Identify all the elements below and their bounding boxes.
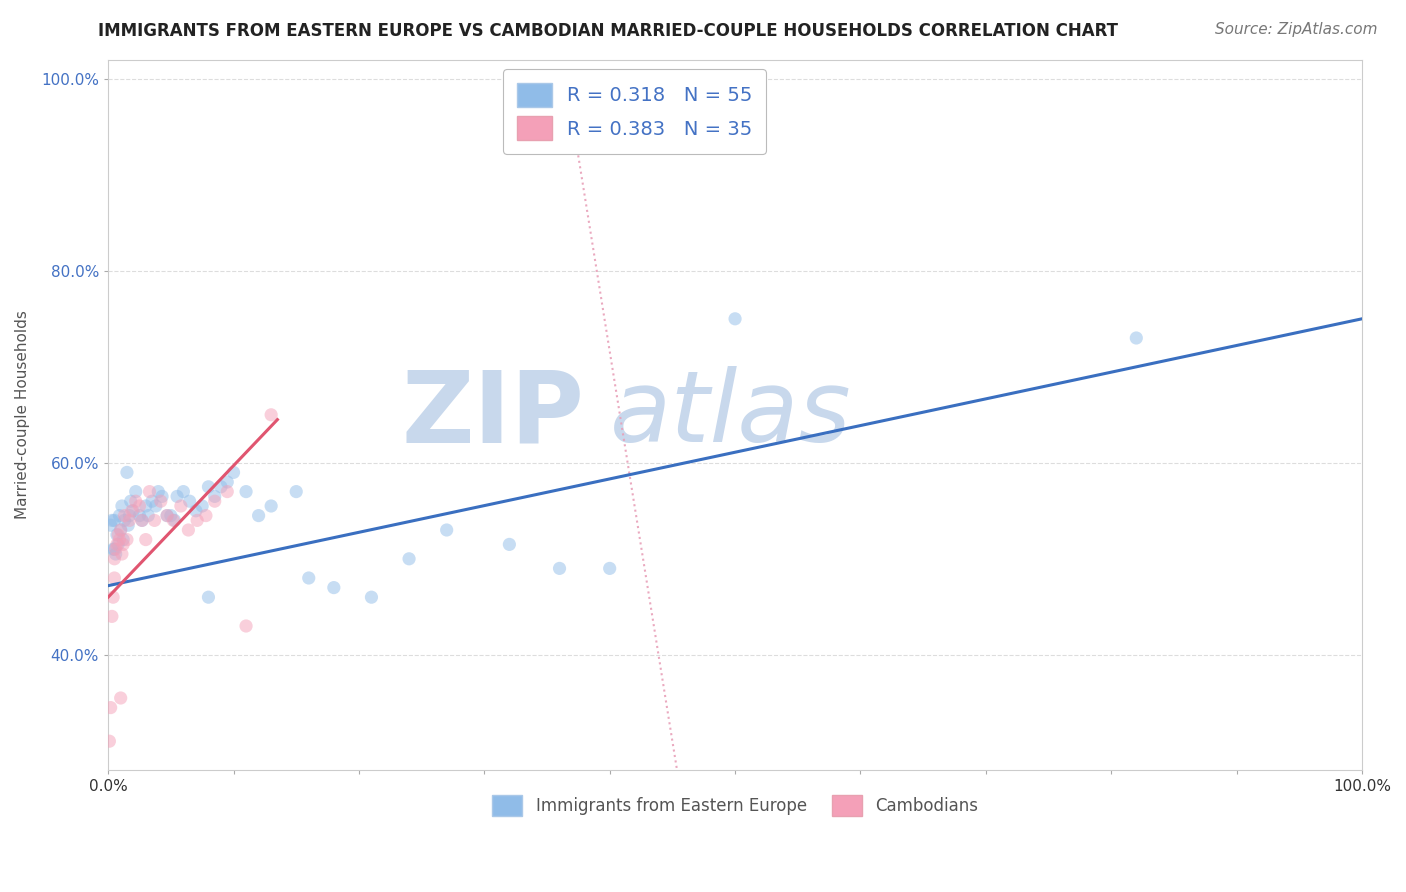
Point [160,508,183,523]
Point [101,513,124,527]
Point [179,494,201,508]
Point [125,494,148,508]
Point [360,591,382,605]
Point [128,508,150,523]
Point [150,490,173,504]
Point [118,513,141,527]
Y-axis label: Married-couple Households: Married-couple Households [15,310,30,519]
Point [247,508,270,523]
Point [166,490,188,504]
Point [110,523,132,537]
Point [101,609,124,624]
Point [285,484,308,499]
Text: atlas: atlas [610,367,851,463]
Point [103,571,125,585]
Point [149,494,172,508]
Point [107,528,129,542]
Point [108,508,131,523]
Point [204,490,226,504]
Point [120,494,142,508]
Point [235,619,257,633]
Point [498,537,520,551]
Point [111,547,134,561]
Point [170,499,193,513]
Point [103,513,125,527]
Point [117,518,139,533]
Point [108,533,131,547]
Point [222,466,245,480]
Point [186,513,208,527]
Point [135,499,157,513]
Point [100,700,122,714]
Point [103,551,125,566]
Point [148,484,170,499]
Point [177,523,200,537]
Point [724,311,747,326]
Point [98,734,121,748]
Point [112,533,135,547]
Point [398,551,420,566]
Point [184,504,207,518]
Point [101,591,124,605]
Point [156,508,179,523]
Point [115,466,138,480]
Point [114,513,136,527]
Point [204,494,226,508]
Point [122,504,145,518]
Text: IMMIGRANTS FROM EASTERN EUROPE VS CAMBODIAN MARRIED-COUPLE HOUSEHOLDS CORRELATIO: IMMIGRANTS FROM EASTERN EUROPE VS CAMBOD… [98,22,1118,40]
Point [172,484,194,499]
Point [322,581,344,595]
Point [105,537,128,551]
Point [121,504,143,518]
Point [197,591,219,605]
Point [114,508,136,523]
Point [143,513,166,527]
Point [548,561,571,575]
Legend: Immigrants from Eastern Europe, Cambodians: Immigrants from Eastern Europe, Cambodia… [482,785,988,826]
Point [135,533,157,547]
Point [125,484,148,499]
Point [260,408,283,422]
Point [103,542,125,557]
Point [197,480,219,494]
Point [136,508,159,523]
Point [131,513,153,527]
Point [118,508,141,523]
Point [145,499,167,513]
Point [100,518,122,533]
Point [235,484,257,499]
Point [298,571,321,585]
Point [110,691,132,706]
Point [138,484,160,499]
Text: ZIP: ZIP [402,367,585,463]
Text: Source: ZipAtlas.com: Source: ZipAtlas.com [1215,22,1378,37]
Point [104,547,127,561]
Point [107,537,129,551]
Point [104,542,127,557]
Point [112,537,135,551]
Point [115,533,138,547]
Point [1125,331,1147,345]
Point [209,480,232,494]
Point [194,508,217,523]
Point [141,494,163,508]
Point [217,484,239,499]
Point [260,499,283,513]
Point [191,499,214,513]
Point [110,523,132,537]
Point [111,499,134,513]
Point [128,499,150,513]
Point [436,523,458,537]
Point [131,513,153,527]
Point [105,528,128,542]
Point [156,508,179,523]
Point [163,513,186,527]
Point [599,561,621,575]
Point [217,475,239,489]
Point [162,513,184,527]
Point [101,542,124,557]
